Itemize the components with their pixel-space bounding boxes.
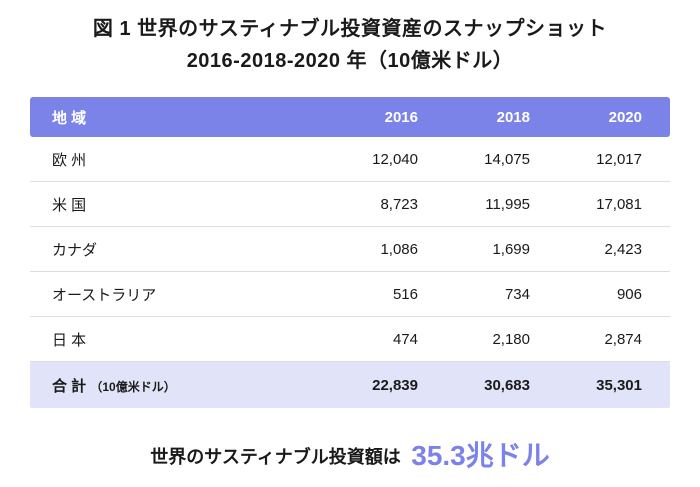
value-2016: 8,723	[380, 195, 418, 213]
value-2018: 734	[504, 285, 530, 303]
value-2018: 14,075	[484, 150, 530, 168]
table-row-canada: カナダ 1,086 1,699 2,423	[30, 227, 670, 272]
value-2016: 1,086	[380, 240, 418, 258]
table-row-australia: オーストラリア 516 734 906	[30, 272, 670, 317]
region-label: 欧 州	[52, 151, 87, 169]
region-label: オーストラリア	[52, 286, 157, 304]
value-2018: 11,995	[485, 195, 530, 213]
figure-title: 図 1 世界のサスティナブル投資資産のスナップショット 2016-2018-20…	[0, 0, 700, 77]
header-cell-2018: 2018	[496, 108, 530, 126]
region-label: 米 国	[52, 196, 87, 214]
header-cell-2020: 2020	[608, 108, 642, 126]
region-label: カナダ	[52, 241, 98, 259]
value-2016: 516	[392, 285, 418, 303]
total-label: 合 計 （10億米ドル）	[52, 375, 306, 396]
table-header-row: 地 域 2016 2018 2020	[30, 97, 670, 137]
value-2020: 2,874	[604, 330, 642, 348]
figure-title-line1: 図 1 世界のサスティナブル投資資産のスナップショット	[92, 18, 608, 40]
value-2016: 12,040	[372, 150, 418, 168]
value-2020: 12,017	[596, 150, 642, 168]
data-table: 地 域 2016 2018 2020 欧 州 12,040 14,075 12,…	[30, 97, 670, 408]
table-row-europe: 欧 州 12,040 14,075 12,017	[30, 137, 670, 182]
header-cell-region: 地 域	[52, 109, 87, 127]
summary-highlight-value: 35.3兆ドル	[411, 440, 550, 471]
value-2020: 17,081	[596, 195, 642, 213]
table-row-usa: 米 国 8,723 11,995 17,081	[30, 182, 670, 227]
total-2018: 30,683	[484, 376, 530, 394]
total-2020: 35,301	[596, 376, 642, 394]
summary-callout: 世界のサスティナブル投資額は 35.3兆ドル	[0, 434, 700, 474]
region-label: 日 本	[52, 331, 87, 349]
figure-title-line2: 2016-2018-2020 年（10億米ドル）	[186, 50, 514, 72]
total-2016: 22,839	[372, 376, 418, 394]
header-cell-2016: 2016	[384, 108, 418, 126]
value-2020: 2,423	[604, 240, 642, 258]
value-2016: 474	[392, 330, 418, 348]
summary-text: 世界のサスティナブル投資額は	[150, 447, 401, 467]
value-2020: 906	[616, 285, 642, 303]
value-2018: 2,180	[492, 330, 530, 348]
table-row-japan: 日 本 474 2,180 2,874	[30, 317, 670, 362]
total-label-text: 合 計	[52, 377, 87, 395]
total-unit-text: （10億米ドル）	[90, 379, 176, 394]
value-2018: 1,699	[492, 240, 530, 258]
table-row-total: 合 計 （10億米ドル） 22,839 30,683 35,301	[30, 362, 670, 408]
